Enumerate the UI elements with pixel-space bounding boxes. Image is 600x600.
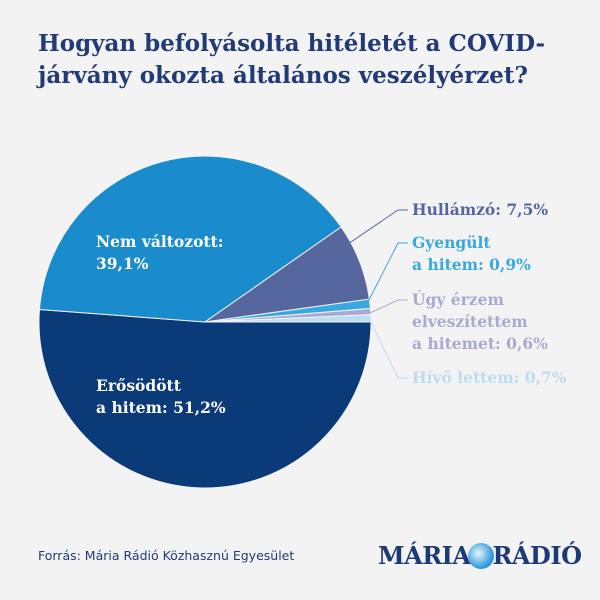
- label-line: Nem változott:: [96, 232, 224, 251]
- label-hullamzo: Hullámzó: 7,5%: [412, 200, 549, 219]
- label-line: a hitem: 51,2%: [96, 398, 226, 417]
- label-hivo-lettem: Hívő lettem: 0,7%: [412, 368, 567, 387]
- pie-slice-1: [38, 155, 342, 323]
- source-text: Forrás: Mária Rádió Közhasznú Egyesület: [38, 548, 295, 563]
- chart-title: Hogyan befolyásolta hitéletét a COVID-já…: [38, 30, 546, 89]
- globe-icon: [468, 543, 495, 569]
- label-erosodott: Erősödött a hitem: 51,2%: [96, 375, 226, 419]
- label-line: a hitemet: 0,6%: [412, 334, 548, 353]
- label-line: 39,1%: [96, 254, 149, 273]
- leader-line-hivo: [369, 319, 408, 379]
- label-line: elveszítettem: [412, 312, 528, 331]
- logo-text: MÁRIA: [378, 541, 471, 570]
- leader-line-gyengult: [367, 242, 408, 303]
- maria-radio-logo: MÁRIA RÁDIÓ: [378, 541, 582, 570]
- leader-line-ugy: [369, 299, 408, 314]
- label-gyengult: Gyengült a hitem: 0,9%: [412, 232, 531, 276]
- label-nem-valtozott: Nem változott: 39,1%: [96, 231, 223, 275]
- label-line: Erősödött: [96, 376, 181, 395]
- label-ugy-erzem: Úgy érzem elveszítettem a hitemet: 0,6%: [412, 289, 548, 355]
- pie-slice-0: [38, 308, 372, 489]
- label-line: a hitem: 0,9%: [412, 255, 531, 274]
- label-line: Úgy érzem: [412, 290, 504, 309]
- label-line: Gyengült: [412, 233, 491, 252]
- leader-line-hullamzo: [319, 209, 408, 264]
- logo-text: RÁDIÓ: [492, 541, 582, 570]
